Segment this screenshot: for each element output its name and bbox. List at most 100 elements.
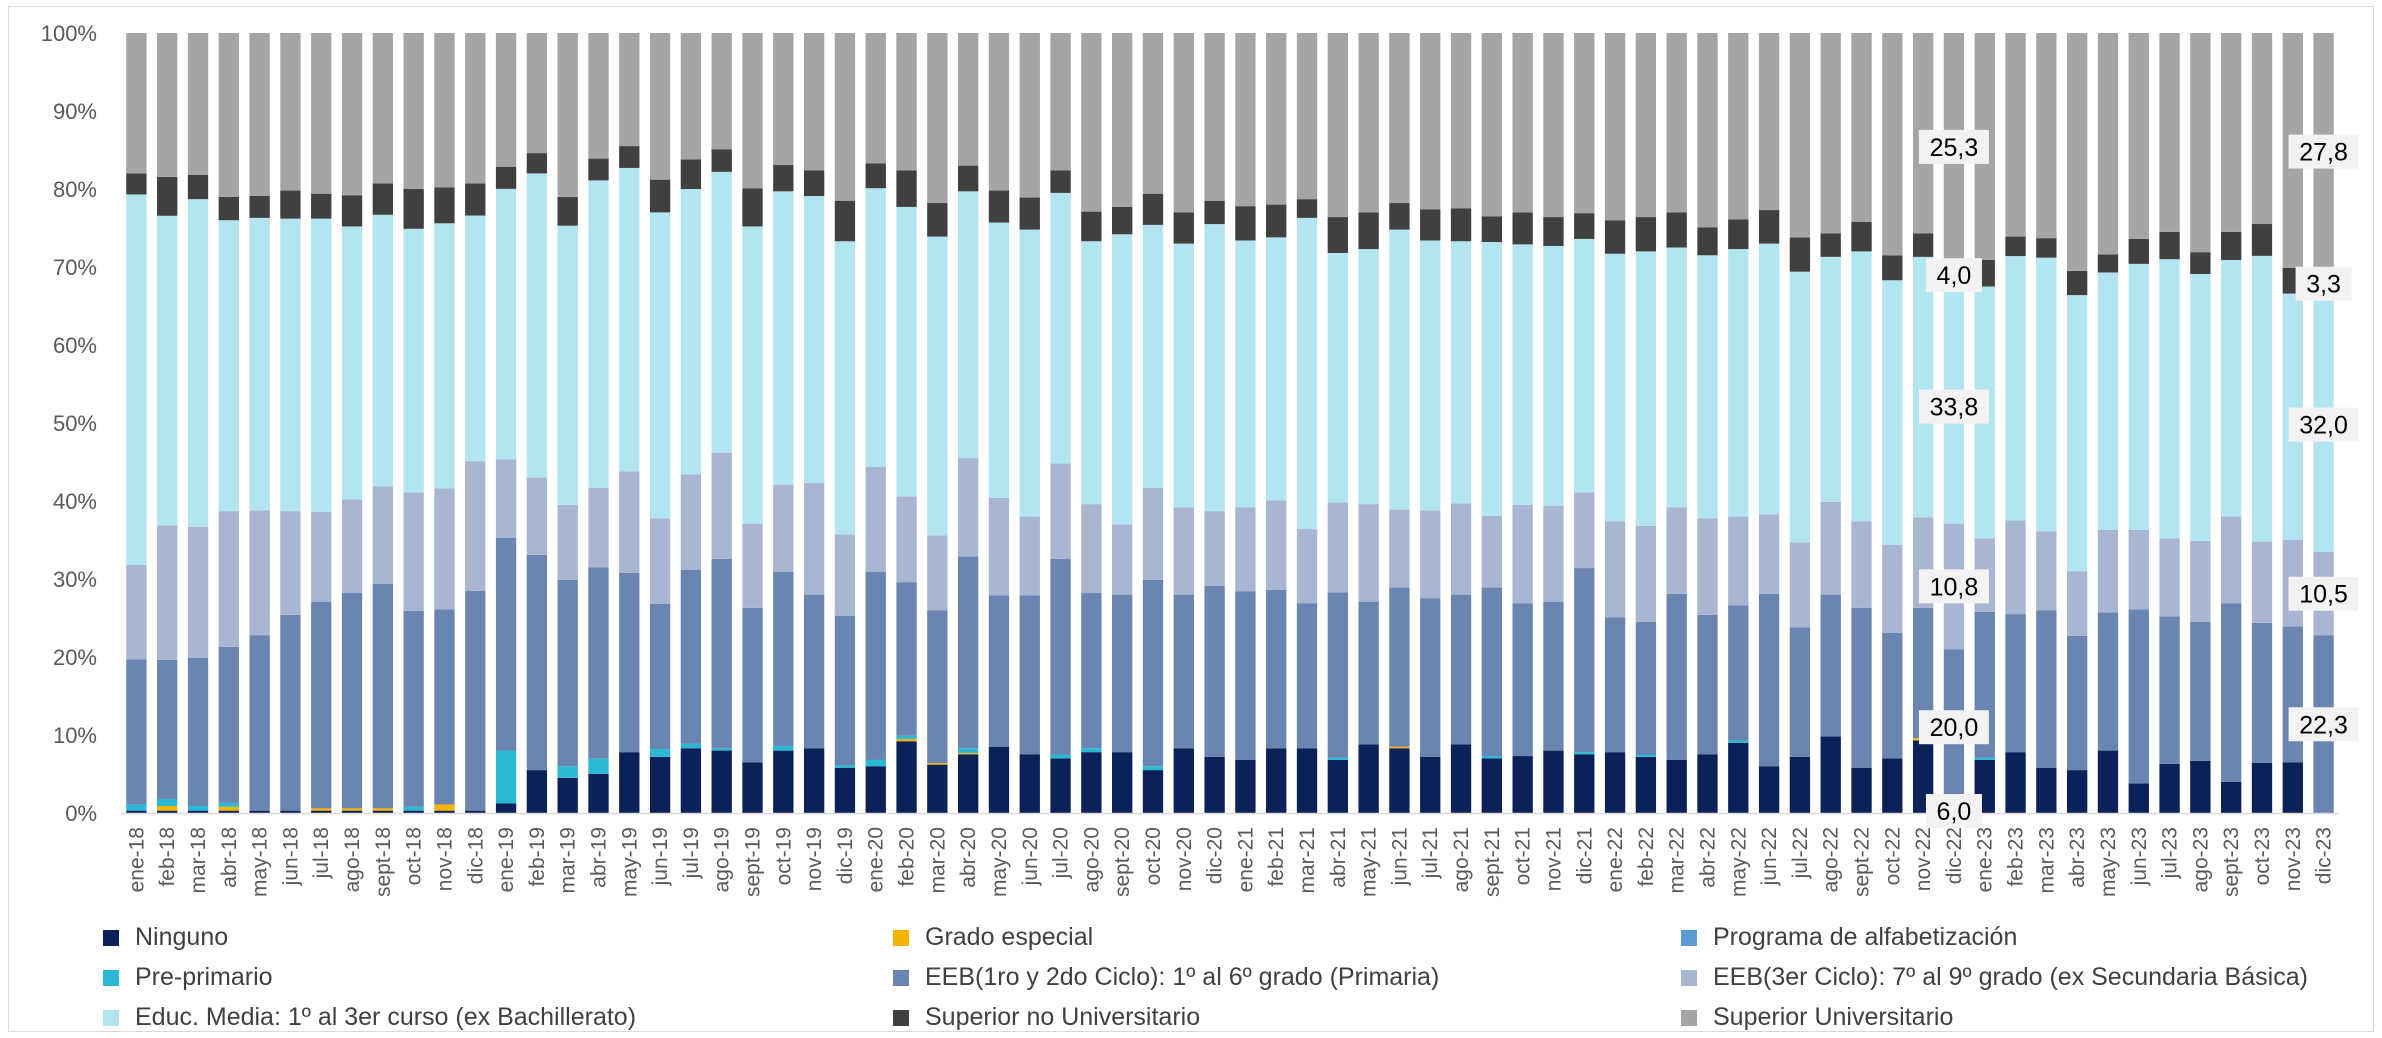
bar-segment: [1235, 33, 1256, 207]
bar-segment: [649, 749, 671, 757]
x-tick-label: abr-22: [1696, 827, 1719, 888]
bar-segment: [2190, 760, 2211, 813]
legend-label: Grado especial: [925, 923, 1094, 951]
bar-segment: [1697, 518, 1718, 615]
bar-segment: [1912, 256, 1934, 518]
bar-segment: [1420, 756, 1441, 813]
bar-segment: [680, 33, 702, 160]
bar-segment: [927, 203, 948, 237]
bar-segment: [1574, 752, 1595, 755]
bar-segment: [588, 758, 609, 774]
bar-segment: [896, 738, 917, 742]
bar-segment: [1204, 200, 1225, 225]
y-tick-label: 20%: [53, 645, 97, 670]
bar-segment: [1543, 245, 1564, 506]
bar-segment: [1789, 237, 1811, 272]
bar-segment: [2282, 762, 2303, 813]
bar-segment: [1728, 605, 1749, 741]
bar-segment: [311, 33, 332, 194]
x-tick-label: feb-18: [156, 827, 179, 887]
x-tick-label: jun-23: [2128, 827, 2151, 886]
bar-segment: [2251, 224, 2273, 256]
bar-segment: [434, 187, 455, 224]
bar-segment: [1697, 754, 1718, 813]
bar-segment: [372, 214, 394, 487]
bar-segment: [1481, 758, 1503, 813]
bar-segment: [126, 804, 147, 811]
bar-segment: [1728, 249, 1749, 517]
data-label-background: [1918, 710, 1989, 745]
bar-segment: [1820, 233, 1841, 257]
data-label-background: [1918, 389, 1989, 424]
bar-segment: [1112, 524, 1133, 595]
bar-segment: [588, 567, 609, 759]
bar-segment: [2066, 33, 2088, 271]
bar-segment: [1019, 33, 1040, 198]
bar-segment: [1420, 598, 1441, 757]
bar-segment: [1142, 487, 1164, 580]
bar-segment: [1820, 594, 1841, 737]
bar-segment: [742, 523, 763, 608]
y-tick-label: 30%: [53, 567, 97, 592]
legend-swatch: [893, 969, 909, 986]
bar-segment: [588, 774, 609, 813]
bar-segment: [1912, 233, 1934, 257]
bar-segment: [2036, 33, 2057, 239]
bar-segment: [1050, 758, 1071, 813]
bar-segment: [588, 158, 609, 181]
bar-segment: [1420, 209, 1441, 241]
bar-segment: [2097, 529, 2119, 613]
bar-segment: [1758, 514, 1780, 594]
legend-swatch: [893, 929, 909, 946]
x-tick-label: may-20: [988, 827, 1011, 897]
bar-segment: [1512, 603, 1533, 757]
x-tick-label: jun-22: [1758, 827, 1781, 886]
bar-segment: [557, 196, 578, 226]
x-tick-label: mar-19: [557, 827, 580, 894]
bar-segment: [711, 750, 732, 813]
y-tick-label: 70%: [53, 255, 97, 280]
legend-swatch: [103, 969, 119, 986]
bar-segment: [1296, 199, 1318, 218]
x-tick-label: ago-23: [2189, 827, 2212, 892]
bar-segment: [1666, 212, 1687, 248]
bar-segment: [1450, 744, 1472, 813]
bar-segment: [2159, 616, 2180, 764]
bar-segment: [1142, 579, 1164, 767]
data-label: 6,0: [1937, 798, 1972, 826]
bar-segment: [649, 179, 671, 213]
x-tick-label: mar-18: [187, 827, 210, 894]
bar-segment: [1266, 237, 1287, 501]
legend-item: EEB(1ro y 2do Ciclo): 1º al 6º grado (Pr…: [893, 963, 1439, 992]
bar-segment: [1450, 33, 1472, 209]
bar-segment: [2005, 236, 2026, 257]
bar-segment: [1543, 601, 1564, 751]
bar-segment: [1358, 744, 1379, 813]
bar-segment: [1266, 500, 1287, 590]
bar-segment: [1266, 204, 1287, 238]
bar-segment: [1512, 504, 1533, 604]
y-tick-label: 100%: [41, 21, 97, 46]
x-tick-label: may-21: [1358, 827, 1381, 897]
bar-segment: [742, 607, 763, 763]
bar-segment: [218, 646, 239, 803]
bar-segment: [1697, 255, 1718, 519]
bar-segment: [1081, 504, 1102, 594]
x-tick-label: sept-18: [372, 827, 395, 897]
legend-swatch: [103, 929, 119, 946]
bar-segment: [1820, 501, 1841, 595]
bar-segment: [2128, 263, 2149, 530]
bar-segment: [1789, 33, 1811, 238]
bar-segment: [1204, 33, 1225, 201]
bar-segment: [280, 614, 301, 811]
bar-segment: [1019, 595, 1040, 755]
bar-segment: [1543, 33, 1564, 218]
data-label-background: [2288, 407, 2359, 442]
bar-segment: [1296, 33, 1318, 200]
x-tick-label: dic-22: [1943, 827, 1966, 884]
bar-segment: [711, 149, 732, 172]
bar-segment: [341, 808, 363, 811]
bar-segment: [865, 163, 886, 189]
bar-segment: [957, 752, 979, 755]
x-tick-label: nov-21: [1542, 827, 1565, 891]
